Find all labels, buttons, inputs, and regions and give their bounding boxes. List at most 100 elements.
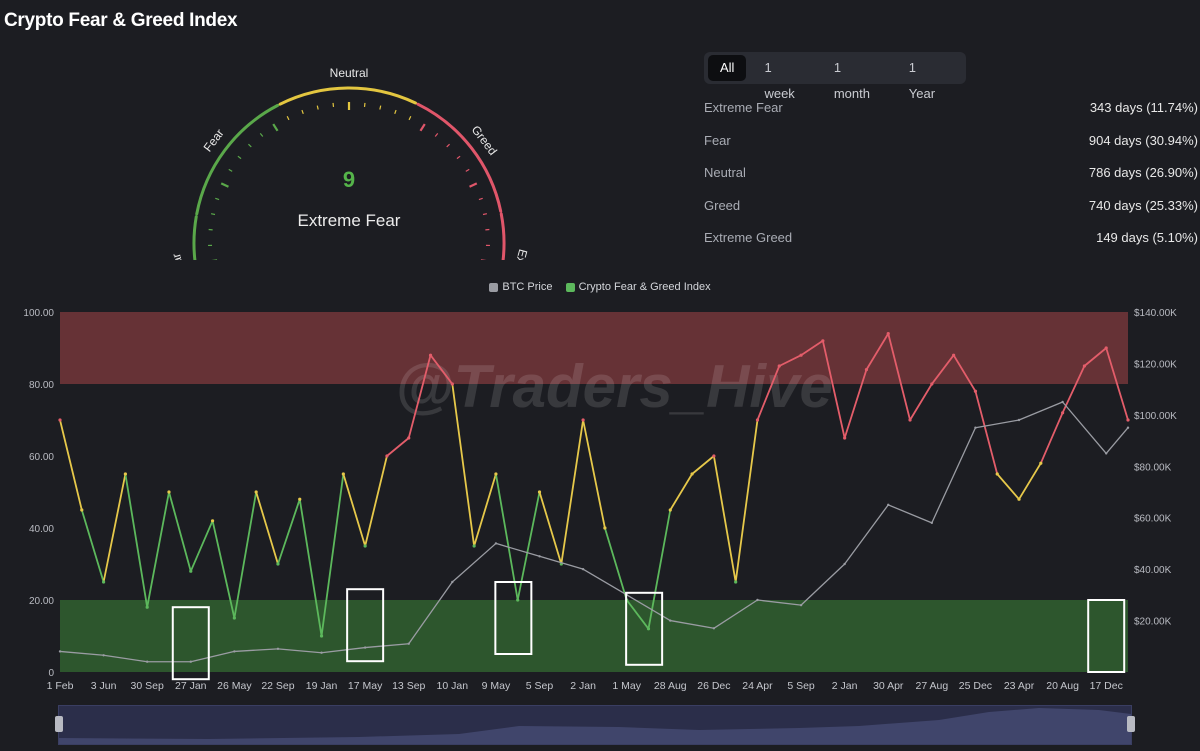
x-tick-label: 23 Apr: [1004, 680, 1035, 692]
gauge-arc-greed: [418, 104, 501, 211]
fgi-point: [1126, 418, 1129, 421]
tab-1-year[interactable]: 1 Year: [897, 55, 956, 81]
x-tick-label: 30 Apr: [873, 680, 904, 692]
y-left-tick-label: 0: [48, 668, 54, 679]
x-tick-label: 20 Aug: [1046, 680, 1079, 692]
btc-price-line-segment: [888, 505, 932, 523]
navigator-right-handle[interactable]: [1127, 716, 1135, 732]
x-tick-label: 9 May: [482, 680, 511, 692]
fgi-point: [538, 490, 541, 493]
gauge-arc-extreme-greed: [466, 214, 504, 260]
stat-row-extreme-greed: Extreme Greed 149 days (5.10%): [704, 226, 1198, 259]
stat-label: Neutral: [704, 161, 746, 194]
navigator-price-area: [59, 708, 1131, 744]
gauge-tick: [248, 144, 251, 147]
stat-row-extreme-fear: Extreme Fear 343 days (11.74%): [704, 96, 1198, 129]
legend-item-fear-greed[interactable]: Crypto Fear & Greed Index: [566, 281, 711, 293]
gauge-tick: [409, 116, 411, 120]
gauge-tick: [479, 198, 483, 199]
gauge-tick: [238, 156, 241, 158]
btc-price-point: [233, 650, 235, 652]
stat-label: Extreme Fear: [704, 96, 783, 129]
btc-price-point: [190, 661, 192, 663]
gauge-tick: [470, 183, 477, 186]
fgi-point: [603, 526, 606, 529]
tab-1-week[interactable]: 1 week: [752, 55, 815, 81]
gauge-tick: [287, 116, 289, 120]
stat-value: 786 days (26.90%): [1089, 161, 1198, 194]
x-tick-label: 2 Jan: [570, 680, 596, 692]
gauge-tick: [420, 124, 424, 131]
btc-price-point: [1127, 427, 1129, 429]
fgi-point: [690, 472, 693, 475]
y-left-tick-label: 40.00: [29, 524, 54, 535]
fgi-point: [1061, 411, 1064, 414]
fgi-point: [799, 354, 802, 357]
fgi-line-segment: [714, 456, 736, 582]
fgi-line-segment: [518, 492, 540, 600]
y-right-tick-label: $140.00K: [1134, 308, 1177, 319]
y-right-tick-label: $20.00K: [1134, 617, 1172, 628]
fgi-line-segment: [256, 492, 278, 564]
fgi-line-segment: [540, 492, 562, 564]
btc-price-point: [102, 654, 104, 656]
x-tick-label: 25 Dec: [959, 680, 992, 692]
fgi-point: [429, 354, 432, 357]
legend-item-btc-price[interactable]: BTC Price: [489, 281, 552, 293]
x-tick-label: 27 Jan: [175, 680, 207, 692]
gauge-tick: [435, 133, 438, 136]
gauge-tick: [483, 214, 487, 215]
gauge-arc-extreme-fear: [194, 217, 234, 260]
stat-value: 740 days (25.33%): [1089, 194, 1198, 227]
range-navigator[interactable]: [58, 705, 1132, 745]
fgi-point: [778, 364, 781, 367]
gauge-tick: [447, 144, 450, 147]
x-tick-label: 24 Apr: [742, 680, 773, 692]
gauge-tick: [466, 169, 469, 171]
chart-legend: BTC Price Crypto Fear & Greed Index: [0, 281, 1200, 295]
x-tick-label: 17 Dec: [1090, 680, 1123, 692]
fgi-line-segment: [60, 420, 82, 510]
fgi-point: [233, 616, 236, 619]
btc-price-point: [451, 581, 453, 583]
tab-all[interactable]: All: [708, 55, 746, 81]
legend-label: BTC Price: [502, 281, 552, 293]
gauge-zone-label: Fear: [201, 126, 227, 154]
tab-1-month[interactable]: 1 month: [822, 55, 891, 81]
navigator-area: [59, 706, 1131, 744]
gauge-tick: [317, 106, 318, 110]
navigator-left-handle[interactable]: [55, 716, 63, 732]
x-tick-label: 26 May: [217, 680, 252, 692]
gauge-value: 9: [343, 167, 355, 192]
stat-row-neutral: Neutral 786 days (26.90%): [704, 161, 1198, 194]
fgi-line-segment: [474, 474, 496, 546]
fgi-point: [58, 418, 61, 421]
fgi-point: [865, 368, 868, 371]
fgi-point: [342, 472, 345, 475]
gauge-zone-label: Extreme Fear: [169, 252, 202, 260]
fgi-line-segment: [975, 391, 997, 474]
btc-price-point: [538, 555, 540, 557]
fgi-line-segment: [997, 474, 1019, 499]
fgi-point: [582, 418, 585, 421]
fgi-line-segment: [561, 420, 583, 564]
stat-label: Greed: [704, 194, 740, 227]
fgi-point: [211, 519, 214, 522]
fgi-line-segment: [169, 492, 191, 571]
stat-value: 149 days (5.10%): [1096, 226, 1198, 259]
x-tick-label: 28 Aug: [654, 680, 687, 692]
y-right-tick-label: $100.00K: [1134, 411, 1177, 422]
gauge-tick: [273, 124, 277, 131]
y-left-tick-label: 60.00: [29, 452, 54, 463]
fgi-point: [756, 418, 759, 421]
btc-price-point: [1018, 419, 1020, 421]
fgi-point: [102, 580, 105, 583]
fgi-point: [1039, 462, 1042, 465]
fgi-point: [1105, 346, 1108, 349]
fgi-point: [189, 570, 192, 573]
x-tick-label: 17 May: [348, 680, 383, 692]
watermark: @Traders_Hive: [395, 353, 833, 420]
fgi-line-segment: [82, 510, 104, 582]
btc-price-point: [931, 522, 933, 524]
fgi-point: [843, 436, 846, 439]
